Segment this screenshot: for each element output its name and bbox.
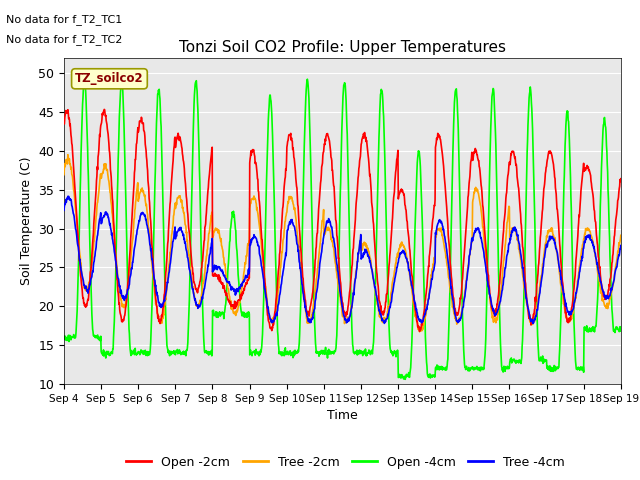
Text: No data for f_T2_TC2: No data for f_T2_TC2 (6, 34, 123, 45)
Y-axis label: Soil Temperature (C): Soil Temperature (C) (20, 156, 33, 285)
Legend: Open -2cm, Tree -2cm, Open -4cm, Tree -4cm: Open -2cm, Tree -2cm, Open -4cm, Tree -4… (121, 451, 570, 474)
Text: No data for f_T2_TC1: No data for f_T2_TC1 (6, 14, 123, 25)
Text: TZ_soilco2: TZ_soilco2 (75, 72, 144, 85)
X-axis label: Time: Time (327, 409, 358, 422)
Title: Tonzi Soil CO2 Profile: Upper Temperatures: Tonzi Soil CO2 Profile: Upper Temperatur… (179, 40, 506, 55)
